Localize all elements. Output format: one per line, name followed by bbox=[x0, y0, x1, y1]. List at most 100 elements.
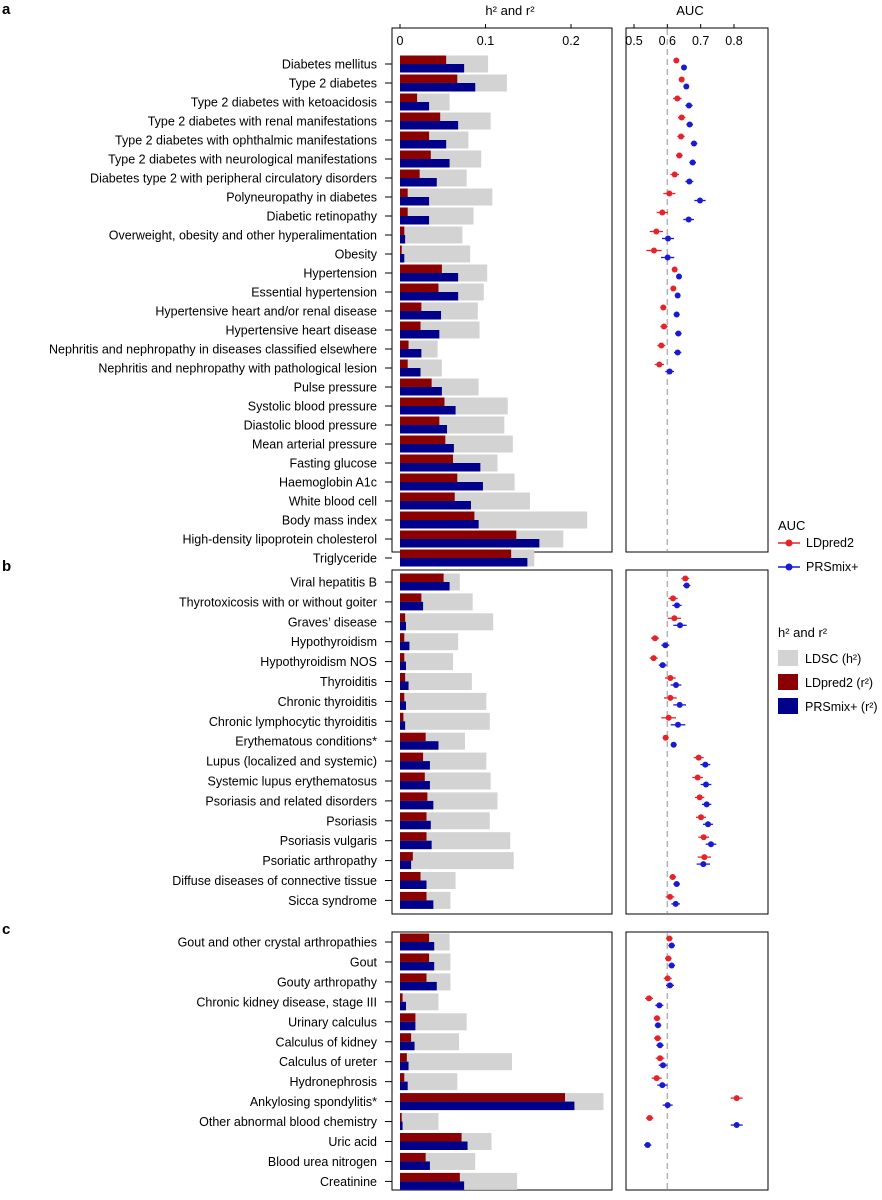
trait-label: Hypothyroidism NOS bbox=[260, 655, 377, 669]
prsmix-auc-point bbox=[685, 216, 692, 223]
trait-label: Diastolic blood pressure bbox=[244, 419, 377, 433]
ldpred2-r2-bar bbox=[400, 283, 439, 292]
ldpred2-r2-bar bbox=[400, 772, 425, 781]
prsmix-auc-point bbox=[660, 1062, 666, 1069]
ldpred2-auc-point bbox=[670, 285, 677, 292]
ldpred2-auc-point bbox=[651, 247, 657, 254]
trait-label: Creatinine bbox=[320, 1175, 377, 1189]
trait-row-nephritis-and-nephropathy-in-diseases-classified-elsewhere: Nephritis and nephropathy in diseases cl… bbox=[49, 340, 438, 358]
prsmix-auc-point bbox=[686, 178, 693, 185]
bar-plot-frame bbox=[391, 931, 613, 1191]
bar-axis-tick-label: 0.2 bbox=[562, 34, 579, 48]
prsmix-r2-bar bbox=[400, 761, 430, 770]
ldpred2-r2-bar bbox=[400, 454, 454, 463]
ldsc-h2-bar bbox=[400, 712, 490, 730]
ldpred2-r2-bar bbox=[400, 93, 418, 102]
ldpred2-auc-point bbox=[667, 675, 674, 681]
legend: AUC LDpred2 PRSmix+ h² and r² LDSC (h²) … bbox=[778, 518, 878, 714]
bar-plot-frame bbox=[391, 569, 613, 915]
trait-row-body-mass-index: Body mass index bbox=[282, 511, 588, 529]
legend-prsmix-label: PRSmix+ bbox=[806, 560, 858, 574]
ldpred2-auc-point bbox=[733, 1095, 740, 1102]
trait-row-hypertensive-heart-and-or-renal-disease: Hypertensive heart and/or renal disease bbox=[155, 302, 478, 320]
trait-row-diabetes-type-2-with-peripheral-circulatory-disorders: Diabetes type 2 with peripheral circulat… bbox=[90, 169, 467, 187]
prsmix-r2-bar bbox=[400, 1081, 408, 1091]
trait-label: Systemic lupus erythematosus bbox=[207, 775, 377, 789]
ldpred2-r2-bar bbox=[400, 1053, 407, 1062]
ldpred2-r2-bar bbox=[400, 1033, 412, 1042]
trait-row-psoriatic-arthropathy: Psoriatic arthropathy bbox=[262, 852, 514, 870]
prsmix-auc-point bbox=[672, 900, 679, 907]
prsmix-r2-bar bbox=[400, 501, 471, 510]
ldpred2-r2-bar bbox=[400, 812, 427, 821]
ldpred2-auc-point bbox=[666, 190, 673, 197]
prsmix-r2-bar bbox=[400, 311, 442, 320]
prsmix-auc-point bbox=[667, 982, 673, 989]
prsmix-auc-point bbox=[683, 582, 690, 589]
prsmix-auc-point bbox=[681, 64, 687, 71]
ldpred2-r2-bar bbox=[400, 340, 409, 349]
prsmix-auc-point bbox=[659, 1082, 666, 1089]
prsmix-r2-bar bbox=[400, 880, 427, 889]
trait-row-polyneuropathy-in-diabetes: Polyneuropathy in diabetes bbox=[226, 188, 493, 206]
ldpred2-r2-bar bbox=[400, 473, 458, 482]
prsmix-r2-bar bbox=[400, 102, 430, 111]
prsmix-r2-bar bbox=[400, 387, 442, 396]
ldpred2-r2-bar bbox=[400, 245, 402, 254]
prsmix-r2-bar bbox=[400, 1141, 468, 1150]
prsmix-r2-bar bbox=[400, 1041, 415, 1051]
prsmix-auc-point bbox=[703, 801, 710, 808]
prsmix-r2-bar bbox=[400, 1061, 409, 1071]
trait-row-hypothyroidism-nos: Hypothyroidism NOS bbox=[260, 653, 454, 671]
trait-row-type-2-diabetes-with-neurological-manifestations: Type 2 diabetes with neurological manife… bbox=[108, 150, 482, 168]
ldpred2-auc-point bbox=[678, 114, 685, 121]
ldpred2-r2-bar bbox=[400, 435, 446, 444]
ldpred2-r2-bar bbox=[400, 492, 455, 501]
trait-row-graves-disease: Graves’ disease bbox=[288, 613, 494, 631]
ldsc-h2-bar bbox=[400, 653, 454, 671]
ldsc-h2-bar bbox=[400, 1053, 513, 1071]
prsmix-auc-point bbox=[689, 159, 696, 166]
prsmix-auc-point bbox=[702, 761, 709, 768]
legend-h2-title: h² and r² bbox=[778, 625, 828, 640]
ldpred2-auc-point bbox=[671, 615, 678, 622]
ldpred2-auc-point bbox=[667, 893, 673, 900]
ldpred2-auc-point bbox=[654, 1035, 661, 1042]
trait-row-type-2-diabetes-with-renal-manifestations: Type 2 diabetes with renal manifestation… bbox=[148, 112, 491, 130]
prsmix-auc-point bbox=[644, 1142, 651, 1148]
ldpred2-auc-point bbox=[665, 714, 672, 721]
ldpred2-auc-point bbox=[700, 834, 707, 841]
trait-row-gout-and-other-crystal-arthropathies: Gout and other crystal arthropathies bbox=[178, 933, 450, 951]
ldpred2-auc-point bbox=[694, 774, 701, 781]
trait-row-essential-hypertension: Essential hypertension bbox=[251, 283, 484, 301]
ldpred2-auc-point bbox=[669, 874, 676, 880]
trait-label: Sicca syndrome bbox=[288, 894, 377, 908]
trait-row-chronic-lymphocytic-thyroiditis: Chronic lymphocytic thyroiditis bbox=[209, 712, 490, 730]
prsmix-auc-point bbox=[674, 349, 681, 356]
legend-prsmix-swatch bbox=[778, 698, 798, 714]
ldpred2-r2-bar bbox=[400, 993, 403, 1002]
trait-label: Type 2 diabetes with ophthalmic manifest… bbox=[115, 134, 377, 148]
ldpred2-r2-bar bbox=[400, 74, 458, 83]
prsmix-r2-bar bbox=[400, 121, 459, 130]
trait-row-systolic-blood-pressure: Systolic blood pressure bbox=[248, 397, 508, 415]
trait-row-nephritis-and-nephropathy-with-pathological-lesion: Nephritis and nephropathy with pathologi… bbox=[98, 359, 442, 377]
prsmix-r2-bar bbox=[400, 961, 435, 971]
trait-label: Urinary calculus bbox=[288, 1015, 377, 1029]
legend-prsmix-r2-label: PRSmix+ (r²) bbox=[805, 700, 878, 714]
ldpred2-r2-bar bbox=[400, 792, 428, 801]
ldpred2-auc-point bbox=[671, 171, 678, 178]
trait-row-urinary-calculus: Urinary calculus bbox=[288, 1013, 467, 1031]
trait-row-calculus-of-ureter: Calculus of ureter bbox=[279, 1053, 513, 1071]
trait-label: Hydronephrosis bbox=[289, 1075, 377, 1089]
prsmix-auc-point bbox=[686, 102, 692, 109]
ldpred2-r2-bar bbox=[400, 397, 445, 406]
trait-row-psoriasis: Psoriasis bbox=[326, 812, 490, 830]
trait-row-diffuse-diseases-of-connective-tissue: Diffuse diseases of connective tissue bbox=[172, 872, 456, 889]
ldpred2-auc-point bbox=[659, 209, 666, 216]
prsmix-auc-point bbox=[674, 602, 680, 609]
ldpred2-auc-point bbox=[673, 57, 680, 64]
prsmix-r2-bar bbox=[400, 368, 421, 377]
ldpred2-r2-bar bbox=[400, 1013, 416, 1022]
